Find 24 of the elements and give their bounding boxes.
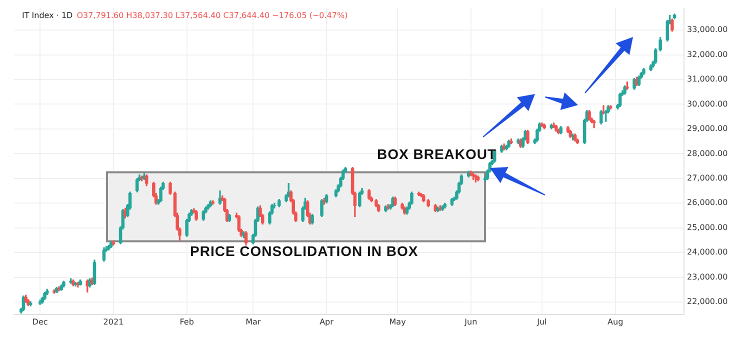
chart-subtitle: O37,791.60 H38,037.30 L37,564.40 C37,644.40 −176.05 (−0.47%) <box>76 11 348 20</box>
x-tick-label: Apr <box>320 317 334 326</box>
y-tick-label: 31,000.00 <box>687 74 728 84</box>
y-tick-label: 29,000.00 <box>687 124 728 134</box>
y-tick-label: 24,000.00 <box>687 248 728 257</box>
y-tick-label: 26,000.00 <box>687 198 728 208</box>
y-tick-label: 30,000.00 <box>687 99 728 108</box>
y-tick-label: 23,000.00 <box>687 272 728 282</box>
x-tick-label: Mar <box>246 317 262 326</box>
x-tick-label: May <box>389 317 406 326</box>
chart-title: IT Index · 1D <box>22 11 73 20</box>
y-tick-label: 27,000.00 <box>687 173 728 182</box>
y-tick-label: 32,000.00 <box>687 50 728 59</box>
annotation: PRICE CONSOLIDATION IN BOX <box>190 243 418 259</box>
x-tick-label: Feb <box>180 317 194 326</box>
x-tick-label: 2021 <box>103 317 124 326</box>
x-tick-label: Aug <box>608 317 624 326</box>
x-tick-label: Dec <box>32 317 48 326</box>
x-tick-label: Jul <box>536 317 547 326</box>
y-tick-label: 22,000.00 <box>687 297 728 306</box>
x-tick-label: Jun <box>464 317 478 326</box>
y-tick-label: 25,000.00 <box>687 222 728 232</box>
y-tick-label: 28,000.00 <box>687 148 728 158</box>
y-tick-label: 33,000.00 <box>687 25 728 34</box>
